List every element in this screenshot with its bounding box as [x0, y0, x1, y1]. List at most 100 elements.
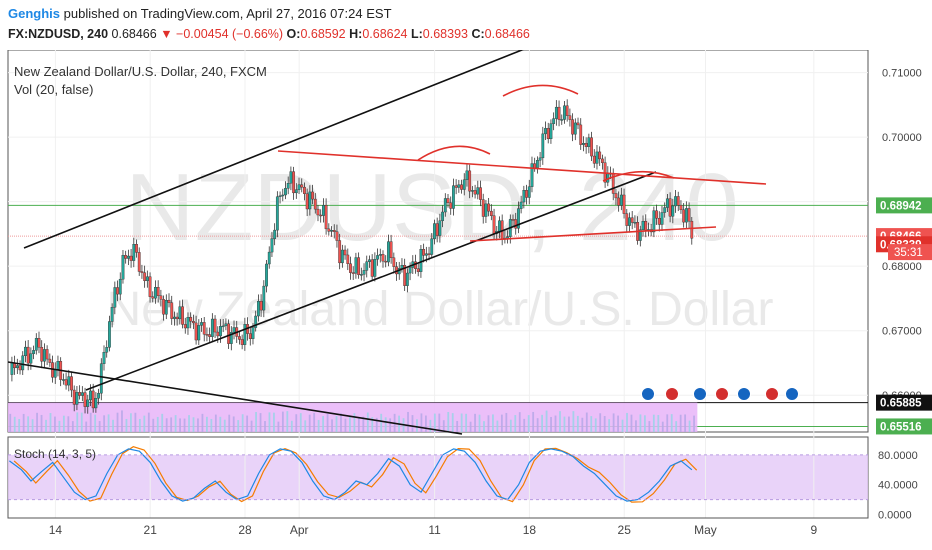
volume-bar — [161, 413, 164, 432]
candle-body — [275, 196, 279, 231]
candle-body — [124, 255, 128, 259]
candle-body — [262, 285, 266, 311]
volume-bar — [49, 413, 52, 432]
candle-body — [598, 151, 602, 160]
volume-bar — [89, 412, 92, 432]
candle-body — [538, 157, 542, 161]
x-tick-label: 28 — [238, 523, 252, 537]
candle-body — [563, 105, 566, 120]
price-label-badge — [876, 197, 932, 214]
channel-upper-line[interactable] — [23, 50, 532, 249]
candle-body — [533, 163, 537, 169]
candle-body — [32, 350, 35, 354]
event-flag-icon[interactable] — [665, 387, 679, 401]
candle-body — [454, 185, 458, 188]
candle-body — [21, 355, 25, 371]
low-label: L: — [410, 27, 423, 41]
event-flag-icon[interactable] — [715, 387, 729, 401]
volume-bar — [469, 421, 472, 432]
candle-body — [89, 390, 92, 401]
candle-body — [213, 318, 217, 333]
volume-bar — [62, 415, 65, 432]
candle-body — [433, 223, 436, 240]
event-flag-icon[interactable] — [641, 387, 655, 401]
candle-body — [660, 212, 664, 225]
volume-bar — [18, 419, 21, 432]
volume-bar — [116, 412, 119, 432]
volume-bar — [568, 416, 570, 432]
volume-bar — [308, 414, 311, 432]
volume-bar — [237, 420, 240, 432]
ohlc-line: FX:NZDUSD, 240 0.68466 ▼ −0.00454 (−0.66… — [8, 27, 530, 41]
volume-bar — [643, 415, 646, 432]
candle-body — [202, 322, 206, 335]
event-flag-icon[interactable] — [765, 387, 779, 401]
candle-body — [292, 171, 296, 194]
volume-bar — [94, 414, 97, 432]
candle-body — [468, 170, 472, 192]
candle-body — [554, 106, 558, 119]
channel-lower-line[interactable] — [85, 171, 657, 391]
countdown-text: 35:31 — [894, 247, 923, 259]
candle-body — [86, 399, 90, 407]
symbol-label[interactable]: FX:NZDUSD, 240 — [8, 27, 109, 41]
candle-body — [273, 229, 277, 239]
candle-body — [625, 213, 629, 226]
volume-label: Vol (20, false) — [14, 82, 94, 97]
candle-body — [655, 210, 658, 219]
price-chart[interactable]: NZDUSD, 240 New Zealand Dollar/U.S. Doll… — [0, 50, 932, 550]
event-flag-icon[interactable] — [785, 387, 799, 401]
candle-body — [541, 133, 545, 159]
candle-body — [514, 219, 518, 229]
publish-text: published on TradingView.com, April 27, … — [63, 6, 392, 21]
candle-body — [666, 198, 669, 208]
stoch-k-line — [9, 448, 693, 502]
event-flag-icon[interactable] — [693, 387, 707, 401]
volume-bar — [590, 416, 593, 432]
volume-bar — [13, 416, 16, 432]
volume-bar — [585, 412, 588, 432]
left-shoulder-arc[interactable] — [417, 145, 491, 161]
candle-body — [346, 254, 350, 264]
resistance-line[interactable] — [277, 150, 767, 185]
candle-body — [384, 260, 388, 263]
volume-bar — [500, 414, 503, 432]
candle-body — [679, 205, 683, 210]
main-pane[interactable] — [7, 50, 869, 433]
candle-body — [484, 203, 488, 217]
volume-bar — [22, 413, 25, 432]
candle-body — [175, 316, 179, 320]
trend-line-down[interactable] — [7, 361, 463, 435]
candle-body — [118, 278, 122, 295]
candle-body — [392, 257, 396, 267]
volume-bar — [438, 413, 441, 432]
volume-bar — [179, 418, 181, 432]
price-label-text: 0.65516 — [880, 421, 922, 433]
last-price: 0.68466 — [111, 27, 157, 41]
right-shoulder-arc[interactable] — [602, 170, 675, 182]
candle-body — [40, 347, 44, 362]
volume-bar — [684, 414, 687, 432]
neckline[interactable] — [469, 226, 717, 242]
candle-body — [584, 143, 588, 147]
candle-body — [622, 194, 626, 214]
volume-bar — [201, 413, 204, 432]
candle-body — [408, 267, 412, 274]
candle-body — [64, 379, 68, 386]
event-flag-icon[interactable] — [737, 387, 751, 401]
volume-bar — [693, 415, 695, 432]
volume-bar — [554, 415, 557, 432]
author-link[interactable]: Genghis — [8, 6, 61, 21]
volume-bar — [31, 419, 34, 432]
candle-body — [313, 198, 317, 210]
candle-body — [684, 208, 688, 223]
candle-body — [435, 223, 439, 236]
candle-body — [191, 321, 195, 324]
candle-body — [37, 338, 41, 348]
candle-body — [53, 369, 57, 378]
volume-bar — [36, 412, 38, 432]
head-arc[interactable] — [502, 84, 579, 97]
candle-body — [535, 160, 539, 169]
candle-body — [427, 253, 431, 255]
volume-bar — [523, 418, 526, 432]
